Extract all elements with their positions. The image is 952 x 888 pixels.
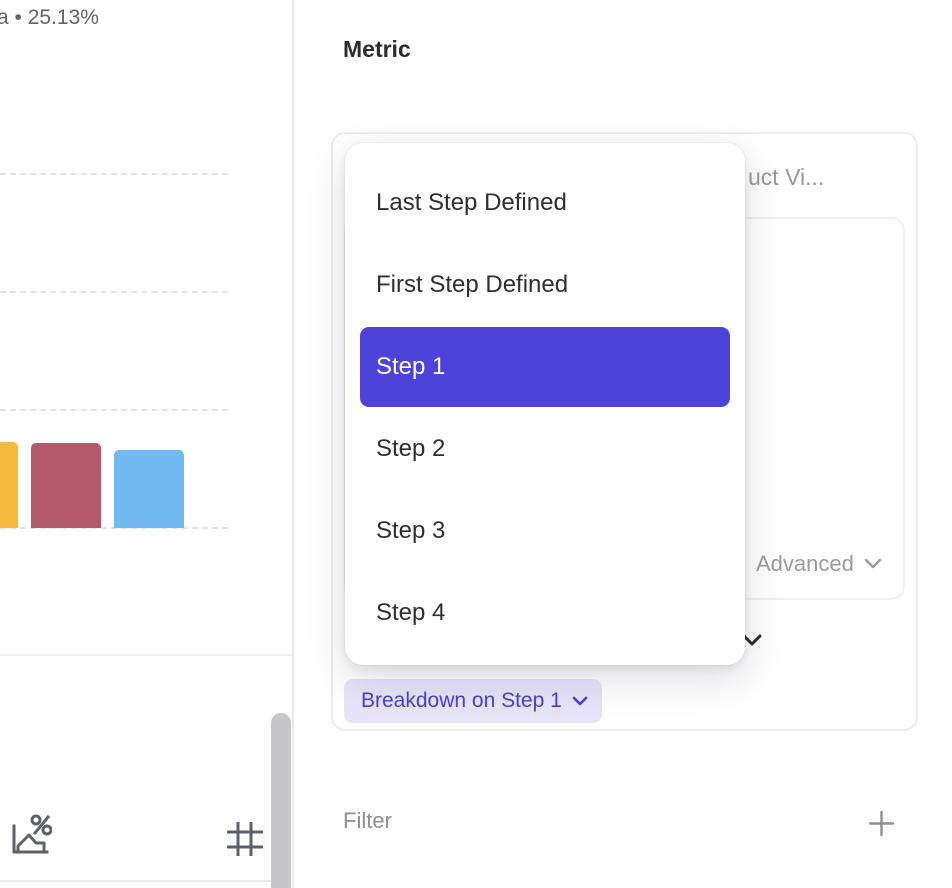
number-grid-icon[interactable]	[226, 820, 264, 858]
breakdown-chip[interactable]: Breakdown on Step 1	[344, 679, 602, 723]
dropdown-item-step-3[interactable]: Step 3	[376, 517, 446, 544]
funnel-bar[interactable]	[0, 442, 18, 528]
legend-text: a • 25.13%	[0, 6, 99, 29]
gridline	[0, 409, 228, 411]
funnel-percent-icon[interactable]	[6, 810, 52, 860]
chevron-down-icon	[864, 558, 882, 570]
dropdown-item-first-step-defined[interactable]: First Step Defined	[376, 271, 569, 298]
advanced-label: Advanced	[756, 551, 854, 576]
panel-divider	[292, 0, 294, 888]
bottom-border	[0, 880, 272, 882]
dropdown-item-last-step-defined[interactable]: Last Step Defined	[376, 189, 567, 216]
chevron-down-icon[interactable]	[741, 633, 763, 649]
dropdown-item-step-4[interactable]: Step 4	[376, 599, 446, 626]
advanced-toggle[interactable]: Advanced	[756, 550, 882, 578]
breakdown-chip-label: Breakdown on Step 1	[361, 689, 562, 712]
step-select-dropdown: Last Step Defined First Step Defined Ste…	[345, 143, 745, 665]
chevron-down-icon	[572, 696, 588, 707]
funnel-bar[interactable]	[114, 450, 184, 528]
filter-section-title: Filter	[343, 808, 392, 833]
horizontal-divider	[0, 654, 293, 656]
dropdown-item-step-2[interactable]: Step 2	[376, 435, 446, 462]
event-name-truncated[interactable]: uct Vi...	[748, 164, 825, 190]
gridline-baseline	[0, 527, 228, 529]
scrollbar-thumb[interactable]	[271, 713, 291, 888]
funnel-bar[interactable]	[31, 443, 101, 528]
gridline	[0, 173, 228, 175]
metric-section-title: Metric	[343, 36, 411, 62]
dropdown-item-step-1[interactable]: Step 1	[360, 327, 730, 407]
add-filter-button[interactable]	[868, 810, 895, 837]
gridline	[0, 291, 228, 293]
